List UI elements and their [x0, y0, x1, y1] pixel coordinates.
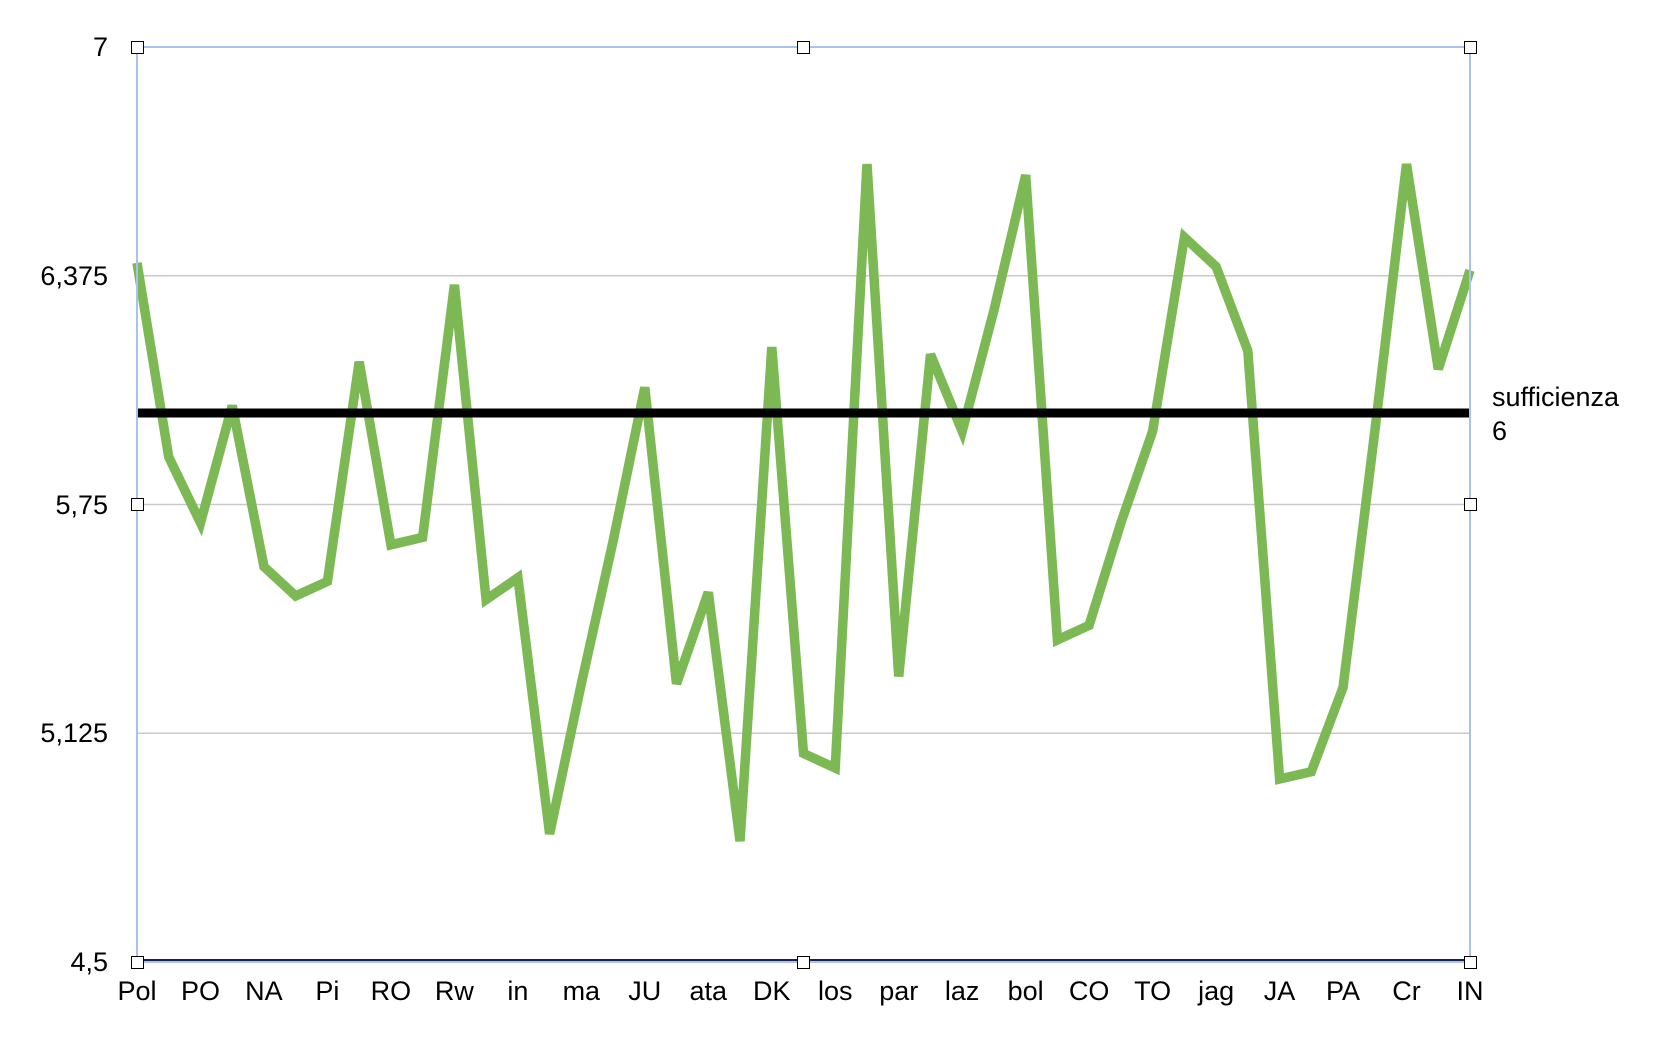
- x-axis-tick-label: los: [817, 976, 853, 1006]
- selection-handle[interactable]: [130, 40, 144, 54]
- selection-handle[interactable]: [797, 40, 810, 54]
- y-axis-tick-label: 6,375: [40, 260, 108, 291]
- selection-handle[interactable]: [130, 955, 144, 969]
- threshold-label-value: 6: [1492, 416, 1508, 446]
- y-axis-tick-label: 5,125: [40, 718, 108, 749]
- x-axis-tick-label: Rw: [434, 976, 474, 1006]
- x-axis-tick-label: ma: [562, 976, 601, 1006]
- x-axis-tick-label: Pol: [117, 976, 157, 1006]
- x-axis-tick-label: PO: [180, 976, 220, 1006]
- x-axis-tick-label: DK: [752, 976, 791, 1006]
- x-axis-tick-label: CO: [1068, 976, 1110, 1006]
- x-axis-tick-label: TO: [1134, 976, 1172, 1006]
- x-axis-tick-label: ata: [689, 976, 728, 1006]
- x-axis-tick-label: IN: [1456, 976, 1484, 1006]
- threshold-label: sufficienza 6: [1492, 380, 1619, 448]
- selection-handle[interactable]: [1463, 40, 1477, 54]
- y-axis-tick-label: 5,75: [55, 489, 108, 520]
- x-axis-tick-label: laz: [944, 976, 980, 1006]
- selection-handle[interactable]: [797, 955, 810, 969]
- x-axis-tick-label: NA: [245, 976, 283, 1006]
- selection-handle[interactable]: [1463, 955, 1477, 969]
- x-axis-tick-label: JU: [628, 976, 662, 1006]
- y-axis-tick-label: 7: [92, 32, 108, 62]
- selection-handle[interactable]: [130, 498, 144, 511]
- x-axis-tick-label: par: [879, 976, 919, 1006]
- x-axis-tick-label: in: [507, 976, 529, 1006]
- x-axis-tick-label: PA: [1326, 976, 1361, 1006]
- x-axis-tick-label: Pi: [315, 976, 340, 1006]
- threshold-label-text: sufficienza: [1492, 382, 1620, 412]
- x-axis-tick-label: Cr: [1392, 976, 1421, 1006]
- x-axis-tick-label: JA: [1263, 976, 1296, 1006]
- x-axis-tick-label: bol: [1007, 976, 1044, 1006]
- x-axis-tick-label: jag: [1198, 976, 1235, 1006]
- selection-handle[interactable]: [1463, 498, 1477, 511]
- data-series-line[interactable]: [132, 163, 1475, 842]
- y-axis-tick-label: 4,5: [70, 947, 108, 977]
- x-axis-tick-label: RO: [370, 976, 412, 1006]
